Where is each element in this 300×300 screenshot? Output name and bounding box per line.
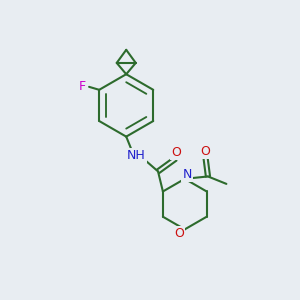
Text: O: O: [175, 227, 184, 240]
Text: O: O: [201, 145, 211, 158]
Text: NH: NH: [127, 148, 146, 162]
Text: O: O: [171, 146, 181, 159]
Text: N: N: [182, 168, 192, 181]
Text: F: F: [79, 80, 86, 93]
